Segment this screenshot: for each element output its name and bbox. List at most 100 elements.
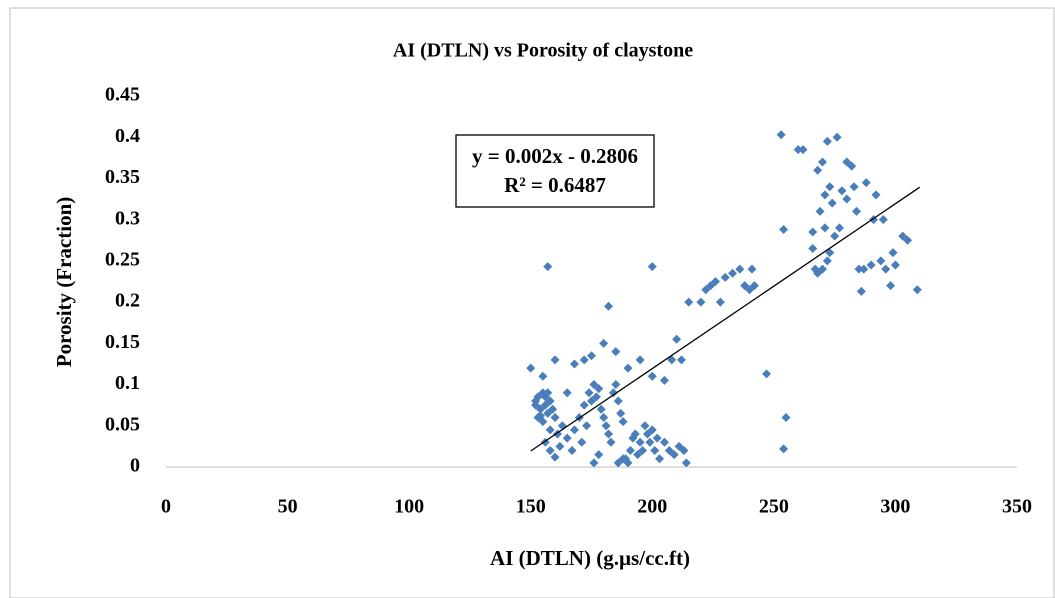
data-point [655,454,665,464]
data-point [849,182,859,192]
data-point [825,182,835,192]
data-point [837,186,847,196]
data-point [798,145,808,155]
data-point [817,157,827,167]
chart-border [9,7,1055,598]
data-point [728,268,738,278]
data-point [871,190,881,200]
data-point [611,380,621,390]
data-point [808,227,818,237]
data-point [625,446,635,456]
data-point [647,425,657,435]
trend-r2: R² = 0.6487 [504,173,606,197]
x-tick-label: 250 [759,496,789,518]
data-point [876,256,886,266]
data-point [779,225,789,235]
data-point [550,413,560,423]
data-point [545,446,555,456]
data-point [587,351,596,361]
data-point [808,244,818,254]
data-point [696,297,706,307]
data-point [776,130,786,140]
y-tick-label: 0.3 [115,207,140,229]
data-point [611,347,621,357]
y-tick-label: 0.35 [105,166,140,188]
data-point [903,235,913,245]
data-point [878,215,888,225]
y-tick-label: 0 [130,455,140,477]
data-point [822,256,832,266]
trend-equation: y = 0.002x - 0.2806 [472,144,638,168]
data-point [720,272,730,282]
data-point [535,411,545,421]
y-axis-label: Porosity (Fraction) [52,197,76,367]
trendline [530,186,921,452]
data-point [793,145,803,155]
data-point [599,413,609,423]
data-point [912,285,922,295]
data-point [545,425,555,435]
data-point [647,262,657,272]
data-point [813,165,823,175]
data-point [548,404,558,414]
data-point [815,206,825,216]
y-tick-label: 0.45 [105,84,140,106]
data-point [647,371,657,381]
data-point [735,264,745,274]
x-tick-label: 200 [637,496,667,518]
data-point [747,264,757,274]
y-tick-label: 0.2 [115,290,140,312]
data-point [881,264,891,274]
data-point [679,446,689,456]
chart-title: AI (DTLN) vs Porosity of claystone [393,40,693,62]
data-point [562,433,572,443]
data-point [577,437,587,447]
data-point [550,452,560,462]
data-point [817,264,827,274]
data-point [856,286,866,296]
data-point [650,446,660,456]
data-point [618,417,628,427]
data-point [842,194,852,204]
data-point [676,355,686,365]
data-point [613,396,623,406]
y-tick-label: 0.4 [115,125,140,147]
data-point [635,437,645,447]
data-point [591,392,601,402]
data-point [835,223,845,233]
data-point [822,136,832,146]
data-point [569,425,579,435]
data-point [579,400,589,410]
plot-area: 0 0.05 0.1 0.15 0.2 0.25 0.3 0.35 0.4 0.45 0 50 100 1… [105,84,1032,518]
x-tick-label: 150 [516,496,546,518]
data-point [594,384,604,394]
data-point [645,437,655,447]
data-point [684,297,694,307]
data-point [550,355,560,365]
data-point [538,371,548,381]
data-point [599,338,609,348]
data-point [543,388,553,398]
data-point [659,375,669,385]
data-point [582,421,592,431]
data-point [608,388,618,398]
data-point [669,450,679,460]
data-point [886,281,896,291]
data-point [640,421,650,431]
x-tick-label: 50 [278,496,298,518]
data-point [827,198,837,208]
data-point [531,400,541,410]
data-point [594,450,604,460]
data-point [630,429,640,439]
data-point [567,446,577,456]
data-point [866,260,876,270]
x-axis-label: AI (DTLN) (g.µs/cc.ft) [490,546,690,570]
y-tick-label: 0.25 [105,248,140,270]
x-tick-label: 300 [880,496,910,518]
data-point [859,264,869,274]
data-point [711,277,721,286]
data-point [861,178,871,188]
data-point [672,334,682,344]
data-point [579,355,589,365]
data-point [762,369,772,379]
